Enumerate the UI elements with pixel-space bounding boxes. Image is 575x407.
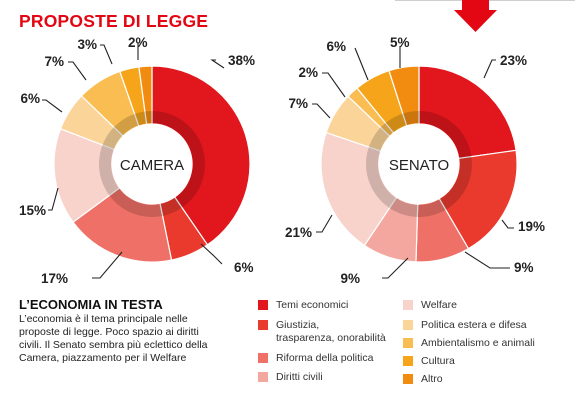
legend-item: Ambientalismo e animali [403,337,535,350]
leader-line [322,72,346,98]
data-label: 38% [228,53,255,68]
section-subhead: L’ECONOMIA IN TESTA [19,297,163,312]
leader-line [42,99,63,113]
inner-shade-ring [366,111,472,217]
data-label: 2% [128,35,148,50]
data-label: 6% [326,39,346,54]
leader-line [483,59,496,79]
legend-swatch [403,300,413,310]
legend-item: Cultura [403,355,455,368]
leader-line [464,251,510,269]
data-label: 9% [514,260,534,275]
slice-giustizia-trasparenza-onorabilita [438,149,518,250]
legend-item: Temi economici [258,299,348,312]
legend-label: Cultura [421,355,455,367]
legend-label: Giustizia, trasparenza, onorabilità [276,319,386,344]
chart-camera: CAMERA 38% 6% 17% 15% 6% 7% 3% 2% [19,35,255,286]
legend-label: Diritti civili [276,371,323,383]
data-label: 19% [518,219,545,234]
legend-item: Welfare [403,299,457,312]
leader-line [316,214,333,233]
leader-line [501,219,514,229]
data-label: 6% [20,91,40,106]
leader-line [382,257,409,279]
legend-label: Politica estera e difesa [421,319,527,331]
data-label: 7% [44,54,64,69]
legend-item: Diritti civili [258,371,323,384]
body-paragraph: L’economia è il tema principale nelle pr… [19,313,208,365]
data-label: 2% [298,65,318,80]
donut-charts: CAMERA 38% 6% 17% 15% 6% 7% 3% 2% SENATO 23% 19% 9%… [19,0,545,286]
data-label: 5% [390,35,410,50]
leader-line [210,59,225,69]
leader-line [200,243,223,265]
legend-swatch [403,338,413,348]
leader-line [68,61,87,81]
data-label: 15% [19,203,46,218]
legend-label: Riforma della politica [276,352,374,364]
leader-line [354,47,369,81]
data-label: 7% [288,96,308,111]
inner-shade-ring [99,111,205,217]
data-label: 23% [500,53,527,68]
data-label: 6% [234,260,254,275]
donut-hole [379,124,459,204]
down-arrow-icon [454,0,497,32]
data-label: 3% [77,37,97,52]
legend-label: Ambientalismo e animali [421,337,535,349]
legend-item: Altro [403,373,443,386]
legend-label: Welfare [421,299,457,311]
data-label: 17% [41,271,68,286]
data-label: 21% [285,225,312,240]
legend-swatch [403,320,413,330]
legend-swatch [403,374,413,384]
leader-line [312,103,331,119]
legend-swatch [403,356,413,366]
leader-line [48,187,59,211]
legend-swatch [258,372,268,382]
legend-swatch [258,353,268,363]
page-title: PROPOSTE DI LEGGE [19,11,209,31]
legend-item: Riforma della politica [258,352,373,365]
leader-line [100,44,113,65]
legend-swatch [258,300,268,310]
legend-item: Giustizia, trasparenza, onorabilità [258,319,386,344]
donut-center-label: SENATO [389,157,449,174]
legend-swatch [258,320,268,330]
donut-hole [112,124,192,204]
leader-line [92,251,123,279]
legend-label: Temi economici [276,299,349,311]
legend-item: Politica estera e difesa [403,319,527,332]
donut-center-label: CAMERA [120,157,184,174]
chart-senato: SENATO 23% 19% 9% 9% 21% 7% 2% 6% 5% [285,35,545,286]
data-label: 9% [340,271,360,286]
legend-label: Altro [421,373,443,385]
